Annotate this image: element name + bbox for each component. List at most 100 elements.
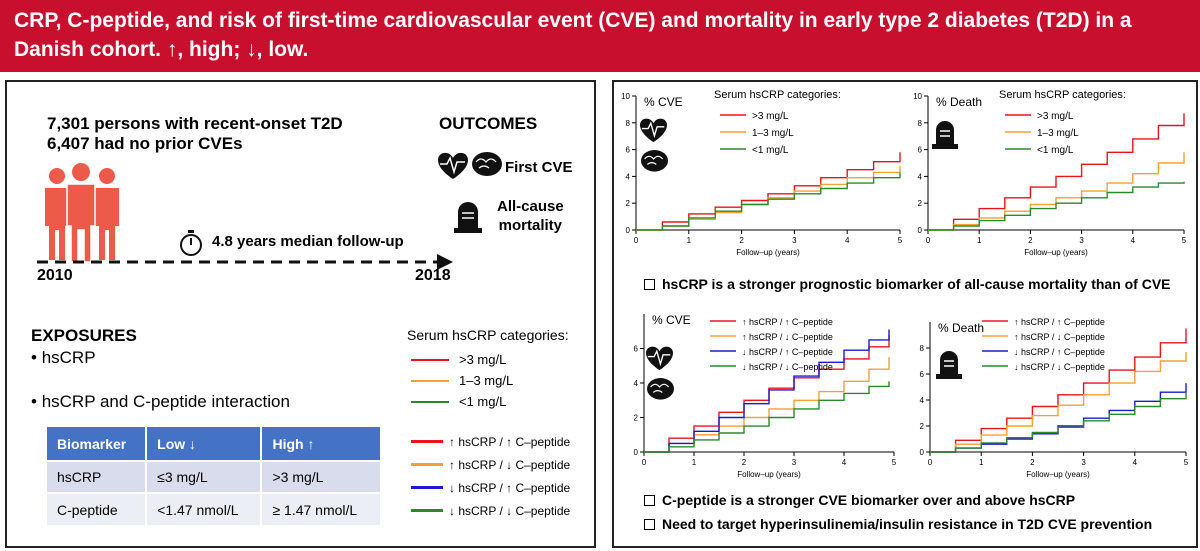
chart-death-hscrp: 0 1 2 3 4 5 0 2 4 6 8 10 Follow–up (years) % Death Ser… [913,89,1187,257]
exposures-heading: EXPOSURES [31,326,137,345]
checkbox-glyph [644,519,655,530]
brain-shape [641,150,668,172]
outcome-mortality-line1: All-cause [497,198,564,215]
chart-legend-label: >3 mg/L [1037,111,1074,122]
legend-entry: ↓ hsCRP / ↑ C–peptide [407,476,597,499]
y-tick-label: 10 [913,92,922,101]
series-line [930,383,1187,453]
results-panel: 0 1 2 3 4 5 0 2 4 6 8 10 Follow–up (years)% CVE Serum… [612,80,1198,548]
legend-entry: ↓ hsCRP / ↓ C–peptide [407,499,597,522]
series-line [928,152,1185,231]
y-tick-label: 4 [634,379,639,388]
tombstone-icon [454,202,482,233]
chart-legend-label: >3 mg/L [752,111,789,122]
takeaway-text: Need to target hyperinsulinemia/insulin … [662,516,1153,532]
x-tick-label: 2 [742,458,747,467]
chart-legend-label: 1–3 mg/L [1037,128,1079,139]
chart-legend-label: ↓ hsCRP / ↑ C–peptide [742,347,833,357]
tombstone-icon [932,121,958,149]
takeaway-cpeptide: C-peptide is a stronger CVE biomarker ov… [644,492,1075,508]
brain-shape [647,378,674,400]
y-tick-label: 6 [918,146,923,155]
x-tick-label: 4 [845,236,850,245]
y-tick-label: 6 [634,345,639,354]
x-tick-label: 0 [634,236,639,245]
brain-folds [644,155,664,165]
x-tick-label: 5 [892,458,897,467]
y-tick-label: 6 [626,146,631,155]
chart-cve-hscrp: 0 1 2 3 4 5 0 2 4 6 8 10 Follow–up (years) % CVE Serum… [621,89,903,257]
table-cell: >3 mg/L [261,460,382,493]
table-header-cell: Low ↓ [146,427,263,461]
x-axis-label: Follow–up (years) [737,470,801,479]
takeaway-mortality: hsCRP is a stronger prognostic biomarker… [644,276,1171,292]
x-tick-label: 1 [692,458,697,467]
tombstone-icon [936,351,962,379]
chart-cve-interaction: 0 1 2 3 4 5 0 2 4 6 Follow–up (years) % CVE ↑ hsCRP … [634,313,897,479]
legend-swatch [411,463,443,466]
legend-swatch [411,486,443,489]
heart-icon [646,346,673,371]
legend-entry: ↑ hsCRP / ↓ C–peptide [407,453,597,476]
chart-legend: ↑ hsCRP / ↑ C–peptide ↑ hsCRP / ↓ C–pepti… [982,317,1105,372]
tombstone-base [932,144,958,149]
interaction-legend: ↑ hsCRP / ↑ C–peptide ↑ hsCRP / ↓ C–pept… [407,430,597,522]
legend-swatch [411,400,449,403]
takeaway-text: C-peptide is a stronger CVE biomarker ov… [662,492,1076,508]
y-tick-label: 2 [920,422,925,431]
y-tick-label: 4 [920,396,925,405]
heart-pulse [647,349,671,367]
legend-swatch [411,358,449,361]
y-axis-label: % CVE [652,313,691,327]
series-line [930,351,1187,453]
cohort-size-text: 7,301 persons with recent-onset T2D [47,114,343,133]
chart-legend-label: ↑ hsCRP / ↑ C–peptide [1014,317,1105,327]
legend-entry: ↑ hsCRP / ↑ C–peptide [407,430,597,453]
table-row: hsCRP ≤3 mg/L >3 mg/L [47,460,382,493]
people-icon [45,163,119,263]
chart-legend-title: Serum hsCRP categories: [999,89,1126,101]
exposure-item-label: hsCRP [41,348,96,367]
x-axis-label: Follow–up (years) [1024,248,1088,257]
chart-legend-label: ↓ hsCRP / ↓ C–peptide [742,362,833,372]
legend-entry-label: ↑ hsCRP / ↑ C–peptide [449,434,571,449]
series-line [930,392,1187,453]
y-tick-label: 8 [920,344,925,353]
chart-legend: ↑ hsCRP / ↑ C–peptide ↑ hsCRP / ↓ C–pepti… [710,317,833,372]
table-cell: <1.47 nmol/L [146,492,263,525]
legend-entry-label: ↓ hsCRP / ↑ C–peptide [449,480,571,495]
x-tick-label: 0 [642,458,647,467]
series-line [636,165,901,231]
x-axis-label: Follow–up (years) [736,248,800,257]
x-tick-label: 2 [1030,458,1035,467]
chart-legend-title: Serum hsCRP categories: [714,89,841,101]
tombstone-base [936,374,962,379]
tombstone-shape [940,351,958,374]
hscrp-legend: Serum hsCRP categories: >3 mg/L 1–3 mg/L… [407,327,597,412]
exposure-item: • hsCRP and C-peptide interaction [31,392,290,411]
legend-entry-label: 1–3 mg/L [459,373,514,388]
x-tick-label: 0 [928,458,933,467]
chart-legend: Serum hsCRP categories: >3 mg/L 1–3 mg/L <1… [999,89,1126,156]
outcome-mortality-line2: mortality [498,217,563,234]
table-header-cell: High ↑ [261,427,382,461]
exposure-item: • hsCRP [31,348,96,367]
table-row: C-peptide <1.47 nmol/L ≥ 1.47 nmol/L [47,492,382,525]
x-tick-label: 1 [687,236,692,245]
series-line [928,181,1185,231]
x-tick-label: 3 [792,236,797,245]
heart-icon [438,152,468,179]
x-tick-label: 3 [1081,458,1086,467]
brain-icon [472,152,502,176]
legend-swatch [411,440,443,443]
legend-swatch [411,509,443,512]
legend-entry: 1–3 mg/L [407,370,597,391]
takeaway-text: hsCRP is a stronger prognostic biomarker… [662,276,1171,292]
brain-icon [647,378,674,400]
checkbox-glyph [644,495,655,506]
legend-entry: <1 mg/L [407,391,597,412]
chart-legend-label: ↑ hsCRP / ↑ C–peptide [742,317,833,327]
outcome-mortality-label: All-cause mortality [497,197,564,235]
table-cell: C-peptide [47,492,148,525]
